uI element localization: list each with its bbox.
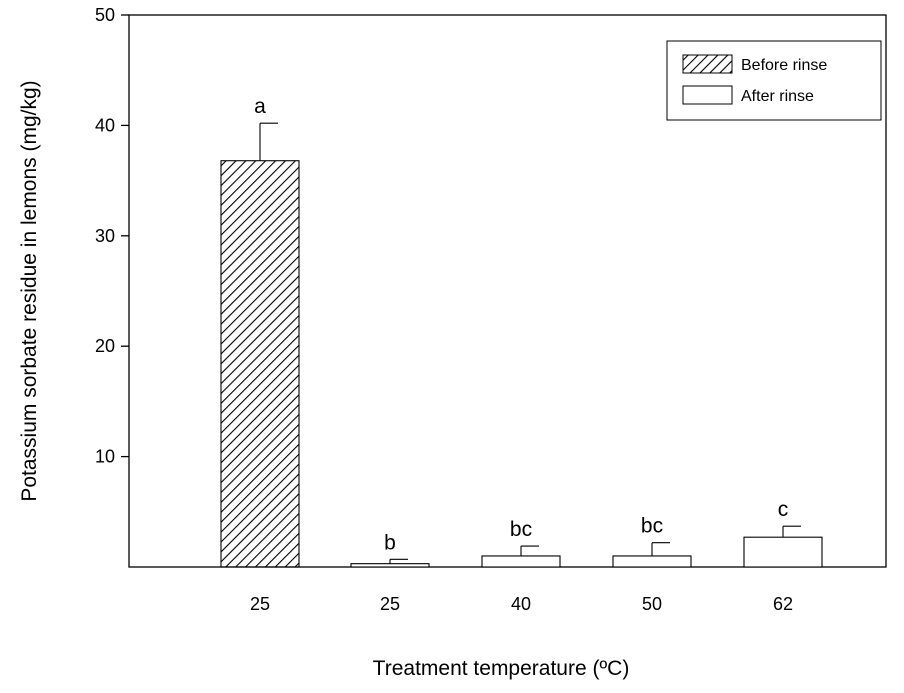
y-axis-title: Potassium sorbate residue in lemons (mg/… xyxy=(18,80,41,501)
significance-label-3: bc xyxy=(641,515,663,538)
bar-0 xyxy=(220,160,300,568)
significance-label-0: a xyxy=(254,95,266,118)
y-tick-label-1: 20 xyxy=(95,336,115,356)
bar-3 xyxy=(612,555,692,568)
bar-2 xyxy=(481,555,561,568)
x-tick-label-2: 40 xyxy=(511,594,531,614)
x-tick-label-4: 62 xyxy=(773,594,793,614)
legend-label-after-rinse: After rinse xyxy=(741,88,814,105)
y-tick-label-0: 10 xyxy=(95,447,115,467)
significance-label-2: bc xyxy=(510,518,532,541)
y-tick-label-4: 50 xyxy=(95,5,115,25)
significance-label-1: b xyxy=(384,531,396,554)
y-axis: 10 20 30 40 50 xyxy=(95,5,129,467)
y-tick-label-3: 40 xyxy=(95,115,115,135)
bars-group: a b bc bc c xyxy=(220,95,823,568)
legend-swatch-before-rinse xyxy=(682,54,733,74)
bar-1 xyxy=(350,563,430,568)
x-axis-title: Treatment temperature (ºC) xyxy=(373,657,630,680)
x-tick-label-0: 25 xyxy=(250,594,270,614)
x-tick-label-1: 25 xyxy=(380,594,400,614)
legend-box xyxy=(666,40,882,121)
x-axis: 25 25 40 50 62 xyxy=(250,594,793,614)
significance-label-4: c xyxy=(778,498,789,521)
legend: Before rinse After rinse xyxy=(666,40,882,121)
y-tick-label-2: 30 xyxy=(95,226,115,246)
legend-label-before-rinse: Before rinse xyxy=(741,57,827,74)
legend-swatch-after-rinse xyxy=(682,85,733,105)
bar-4 xyxy=(743,536,823,568)
x-tick-label-3: 50 xyxy=(642,594,662,614)
